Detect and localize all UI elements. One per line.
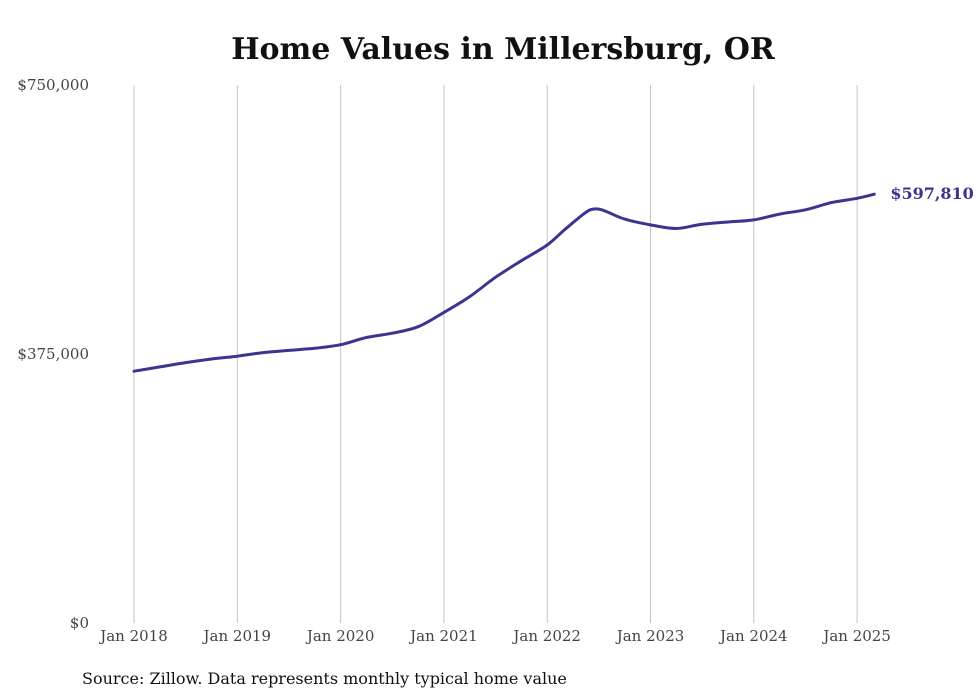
x-tick-label: Jan 2021: [408, 627, 478, 645]
series-line: [132, 192, 876, 373]
x-tick-label: Jan 2024: [718, 627, 788, 645]
end-value-label: $597,810: [890, 184, 974, 203]
x-tick-label: Jan 2023: [615, 627, 685, 645]
x-tick-label: Jan 2018: [98, 627, 168, 645]
y-tick-label: $0: [70, 614, 89, 632]
x-tick-label: Jan 2022: [511, 627, 581, 645]
x-tick-label: Jan 2020: [305, 627, 375, 645]
x-tick-label: Jan 2019: [202, 627, 272, 645]
y-tick-label: $375,000: [17, 345, 89, 363]
source-note: Source: Zillow. Data represents monthly …: [82, 669, 567, 688]
y-axis: $0 $375,000 $750,000: [17, 76, 89, 632]
grid-lines: [133, 85, 858, 623]
y-tick-label: $750,000: [17, 76, 89, 94]
chart-title: Home Values in Millersburg, OR: [231, 32, 776, 67]
x-tick-label: Jan 2025: [821, 627, 891, 645]
x-axis: Jan 2018 Jan 2019 Jan 2020 Jan 2021 Jan 2022…: [98, 627, 891, 645]
series-layer: [132, 192, 876, 373]
